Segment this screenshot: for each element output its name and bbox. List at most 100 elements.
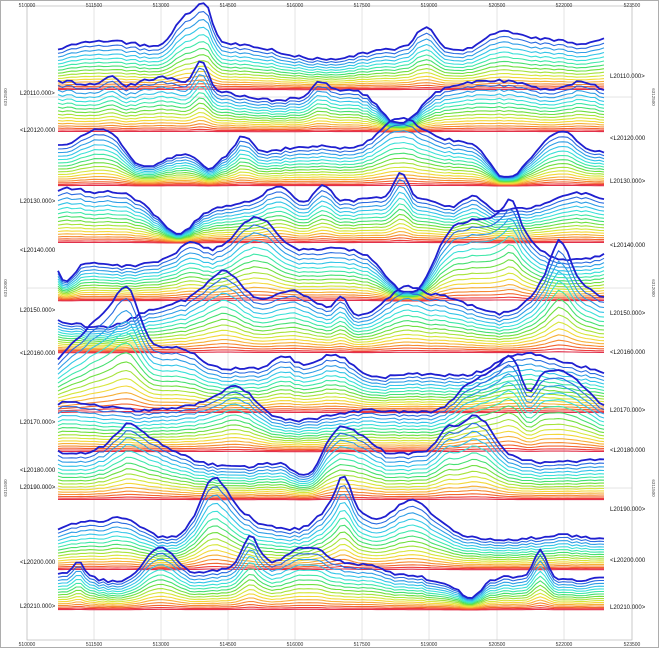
channel-curve <box>57 555 605 602</box>
channel-curve <box>57 107 605 129</box>
channel-curve <box>58 606 604 610</box>
channel-curve <box>57 565 604 570</box>
channel-curve <box>58 130 604 133</box>
channel-curve <box>57 328 605 348</box>
channel-curve <box>57 218 605 240</box>
x-tick-top: 520500 <box>489 3 506 9</box>
channel-curve <box>57 272 605 299</box>
x-tick-bottom: 523500 <box>624 642 641 648</box>
channel-curve <box>57 549 605 564</box>
line-label-right: L20130.000> <box>610 179 646 185</box>
channel-curve <box>57 369 605 402</box>
profile-line-2 <box>57 117 605 187</box>
channel-curve <box>58 180 605 186</box>
channel-curve <box>57 600 604 609</box>
channel-curve <box>57 19 605 66</box>
x-tick-top: 522000 <box>556 3 573 9</box>
x-tick-bottom: 516000 <box>287 642 304 648</box>
channel-curve <box>57 284 605 300</box>
line-label-right: <L20160.000 <box>610 350 646 356</box>
channel-curve <box>57 102 605 129</box>
channel-curve <box>57 293 605 301</box>
channel-curve <box>57 579 605 606</box>
channel-curve <box>57 542 604 600</box>
channel-curve <box>57 223 605 241</box>
channel-curve <box>57 278 605 299</box>
channel-curve <box>58 411 604 414</box>
channel-curve <box>57 414 605 476</box>
channel-curve <box>57 475 605 542</box>
x-tick-top: 516000 <box>287 3 304 9</box>
line-label-left: L20210.000> <box>20 604 56 610</box>
channel-curve <box>57 405 605 438</box>
channel-curve <box>57 244 605 296</box>
channel-curve <box>57 430 605 480</box>
channel-curve <box>57 342 605 394</box>
line-label-right: L20110.000> <box>610 74 645 80</box>
line-label-right: <L20200.000 <box>610 558 646 564</box>
x-tick-bottom: 517500 <box>354 642 371 648</box>
channel-curve <box>57 136 605 180</box>
channel-curve <box>57 470 605 492</box>
channel-curve <box>57 481 604 495</box>
channel-curve <box>57 517 605 554</box>
channel-curve <box>57 266 605 298</box>
channel-curve <box>57 354 605 423</box>
channel-curve <box>57 238 605 329</box>
line-label-left: <L20140.000 <box>20 248 56 254</box>
channel-curve <box>58 152 605 182</box>
channel-curve <box>57 390 605 433</box>
profile-line-1 <box>57 60 605 133</box>
channel-curve <box>57 97 605 128</box>
profile-line-3 <box>57 172 605 244</box>
channel-curve <box>57 306 605 343</box>
channel-curve <box>57 285 605 380</box>
channel-curve <box>57 589 604 607</box>
channel-curve <box>57 289 605 340</box>
line-label-right: <L20140.000 <box>610 243 646 249</box>
channel-curve <box>57 198 605 293</box>
channel-curve <box>57 309 605 386</box>
x-tick-top: 511500 <box>86 3 103 9</box>
channel-curve <box>57 364 605 425</box>
channel-curve <box>57 259 605 298</box>
channel-curve <box>57 123 605 132</box>
line-label-left: <L20160.000 <box>20 351 56 357</box>
line-label-left: <L20200.000 <box>20 560 56 566</box>
channel-curve <box>57 80 605 126</box>
channel-curve <box>57 111 605 130</box>
channel-curve <box>57 298 605 341</box>
channel-curve <box>57 227 605 241</box>
x-tick-bottom: 510000 <box>19 642 36 648</box>
channel-curve <box>57 573 604 605</box>
line-label-left: <L20180.000 <box>20 468 56 474</box>
channel-curve <box>57 251 605 297</box>
channel-curve <box>57 65 605 82</box>
channel-curve <box>57 435 605 448</box>
channel-curve <box>57 476 605 494</box>
channel-curve <box>57 549 604 601</box>
channel-curve <box>57 237 604 243</box>
channel-curve <box>58 241 604 244</box>
y-tick-right: 6312500 <box>651 88 656 106</box>
channel-curve <box>57 191 605 237</box>
channel-curve <box>57 116 605 130</box>
channel-curve <box>57 344 604 352</box>
channel-curve <box>57 321 605 389</box>
channel-curve <box>57 119 605 131</box>
y-tick-left: 6312000 <box>3 279 8 297</box>
line-labels: L20110.000> L20110.000> <L20120.000 <L20120… <box>20 74 646 611</box>
channel-curve <box>57 208 605 239</box>
channel-curve <box>57 280 605 338</box>
channel-curve <box>57 250 605 331</box>
channel-curve <box>57 502 605 549</box>
x-tick-bottom: 520500 <box>489 642 506 648</box>
x-tick-bottom: 519000 <box>421 642 438 648</box>
channel-curve <box>57 34 605 72</box>
channel-curve <box>57 403 605 411</box>
line-label-right: L20210.000> <box>610 605 646 611</box>
channel-curve <box>57 438 605 483</box>
channel-curve <box>57 117 605 178</box>
x-tick-bottom: 511500 <box>86 642 103 648</box>
